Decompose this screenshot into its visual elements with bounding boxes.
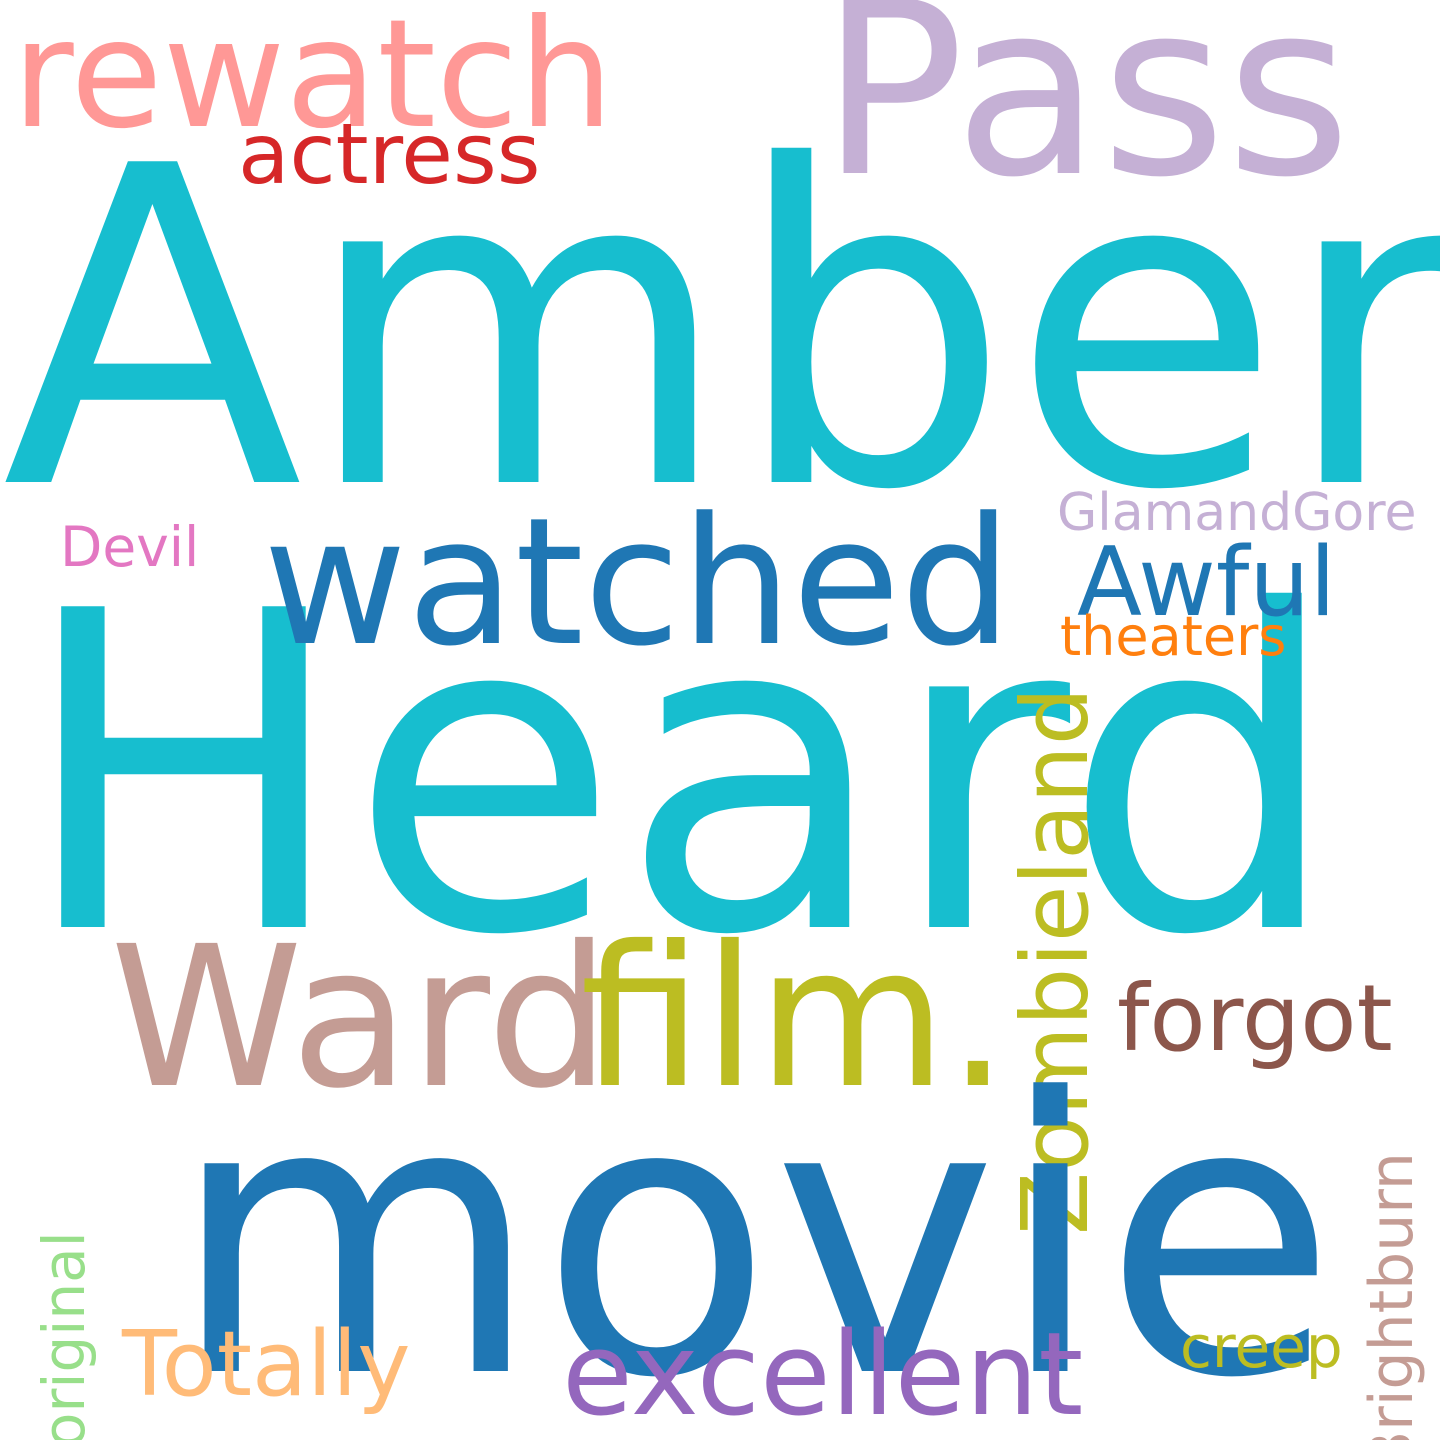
word-brightburn: Brightburn — [1357, 1152, 1427, 1440]
word-excellent: excellent — [562, 1308, 1084, 1440]
word-rewatch: rewatch — [12, 0, 614, 162]
word-forgot: forgot — [1117, 965, 1393, 1072]
word-movie: movie — [170, 1018, 1337, 1440]
word-watched: watched — [263, 480, 1013, 685]
word-theaters: theaters — [1060, 605, 1287, 668]
word-amber: Amber — [2, 74, 1440, 586]
word-film: film. — [580, 904, 1009, 1131]
word-totally: Totally — [122, 1312, 411, 1417]
word-devil: Devil — [60, 515, 200, 579]
word-ward: Ward — [110, 904, 611, 1131]
word-actress: actress — [238, 105, 541, 203]
word-creep: creep — [1180, 1313, 1343, 1381]
word-glamandgore: GlamandGore — [1057, 483, 1417, 543]
word-awful: Awful — [1077, 528, 1336, 638]
word-original: original — [30, 1231, 98, 1440]
word-heard: Heard — [18, 519, 1342, 1031]
word-pass: Pass — [820, 0, 1352, 230]
